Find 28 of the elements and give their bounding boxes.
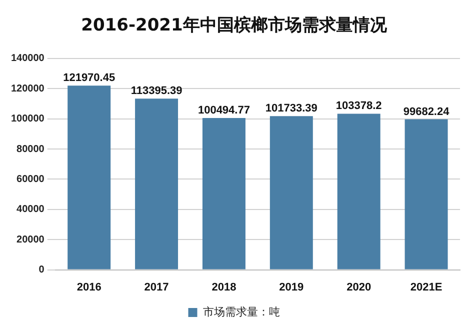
y-tick-label: 80000 [16, 144, 45, 155]
x-tick-label: 2016 [76, 281, 102, 294]
bar [404, 119, 448, 270]
x-tick-label: 2018 [212, 281, 236, 294]
x-tick-label: 2017 [144, 281, 169, 294]
data-label: 113395.39 [130, 85, 182, 98]
bar [337, 114, 380, 270]
data-label: 103378.2 [336, 100, 382, 112]
bar [270, 116, 313, 270]
bar [68, 86, 111, 270]
y-tick-label: 60000 [16, 174, 45, 185]
y-tick-label: 140000 [10, 53, 45, 64]
data-label: 99682.24 [403, 106, 450, 118]
y-tick-label: 120000 [10, 83, 45, 94]
x-tick-label: 2021E [410, 281, 442, 294]
chart-title: 2016-2021年中国槟榔市场需求量情况 [81, 16, 388, 36]
y-tick-label: 0 [38, 264, 45, 276]
y-tick-label: 100000 [10, 114, 45, 125]
bar [202, 118, 246, 270]
data-label: 101733.39 [265, 102, 318, 115]
y-tick-label: 40000 [16, 204, 45, 216]
x-tick-label: 2019 [279, 281, 304, 294]
x-tick-label: 2020 [346, 281, 372, 294]
y-tick-label: 20000 [16, 234, 45, 246]
legend-label: 市场需求量：吨 [202, 306, 280, 319]
data-label: 121970.45 [63, 72, 116, 84]
bar [135, 98, 178, 270]
data-label: 100494.77 [198, 104, 250, 117]
